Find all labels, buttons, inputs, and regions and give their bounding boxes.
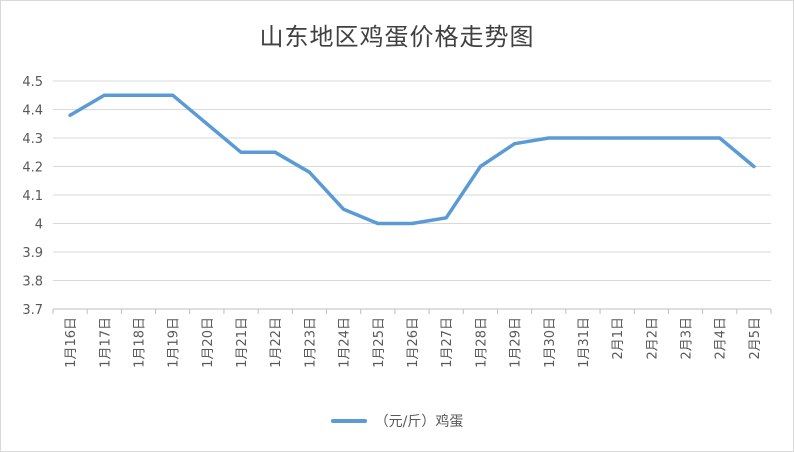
- y-tick-label: 3.9: [22, 246, 43, 261]
- x-tick-label: 1月19日: [167, 317, 182, 368]
- legend-swatch: [330, 419, 367, 423]
- line-chart: 4.5 4.4 4.3 4.2 4.1 4 3.9 3.8 3.7 1月16日 1月17日 1月18…: [22, 75, 772, 368]
- data-point: [444, 216, 448, 220]
- data-point: [273, 150, 277, 154]
- x-tick-label: 1月17日: [98, 317, 113, 368]
- data-point: [102, 93, 106, 97]
- x-tick-label: 1月22日: [269, 317, 284, 368]
- data-point: [239, 150, 243, 154]
- x-tick-label: 1月21日: [235, 317, 250, 368]
- data-point: [581, 136, 585, 140]
- data-point: [136, 93, 140, 97]
- data-point: [718, 136, 722, 140]
- data-point: [649, 136, 653, 140]
- y-tick-label: 4.2: [22, 161, 43, 176]
- data-point: [307, 170, 311, 174]
- y-tick-label: 4.1: [22, 189, 43, 204]
- legend-label: （元/斤）鸡蛋: [374, 414, 464, 430]
- data-point: [205, 122, 209, 126]
- gridlines: [53, 80, 771, 281]
- x-tick-label: 2月5日: [748, 317, 763, 360]
- x-tick-label: 1月26日: [406, 317, 421, 368]
- x-tick-label: 1月24日: [338, 317, 353, 368]
- data-point: [615, 136, 619, 140]
- axes: [52, 308, 772, 314]
- x-tick-label: 1月31日: [577, 317, 592, 368]
- y-tick-label: 3.7: [22, 303, 43, 318]
- chart-title: 山东地区鸡蛋价格走势图: [259, 23, 535, 51]
- data-point: [513, 142, 517, 146]
- y-tick-label: 3.8: [22, 275, 43, 290]
- y-tick-label: 4.4: [22, 104, 43, 119]
- y-tick-label: 4.5: [22, 75, 43, 90]
- series-line: [68, 93, 756, 226]
- x-tick-label: 2月1日: [611, 317, 626, 360]
- y-tick-label: 4.3: [22, 132, 43, 147]
- data-point: [68, 113, 72, 117]
- x-tick-label: 1月16日: [64, 317, 79, 368]
- data-point: [478, 165, 482, 168]
- x-tick-label: 2月4日: [714, 317, 729, 360]
- x-tick-label: 1月27日: [440, 317, 455, 368]
- data-point: [752, 165, 756, 168]
- data-point: [376, 222, 380, 225]
- y-tick-label: 4: [35, 218, 43, 233]
- x-tick-label: 2月2日: [645, 317, 660, 360]
- x-tick-label: 1月20日: [201, 317, 216, 368]
- x-tick-labels: 1月16日 1月17日 1月18日 1月19日 1月20日 1月21日 1月22日 1月23日…: [64, 317, 763, 368]
- x-tick-label: 1月25日: [372, 317, 387, 368]
- data-point: [410, 222, 414, 225]
- data-point: [171, 93, 175, 97]
- x-tick-label: 1月23日: [303, 317, 318, 368]
- x-tick-label: 1月18日: [132, 317, 147, 368]
- x-tick-label: 1月29日: [509, 317, 524, 368]
- legend: （元/斤）鸡蛋: [1, 411, 793, 431]
- data-point: [684, 136, 688, 140]
- data-point: [342, 207, 346, 211]
- x-tick-label: 1月28日: [474, 317, 489, 368]
- x-tick-label: 2月3日: [680, 317, 695, 360]
- data-point: [547, 136, 551, 140]
- x-tick-label: 1月30日: [543, 317, 558, 368]
- series-layer: [68, 93, 756, 226]
- y-tick-labels: 4.5 4.4 4.3 4.2 4.1 4 3.9 3.8 3.7: [22, 75, 43, 318]
